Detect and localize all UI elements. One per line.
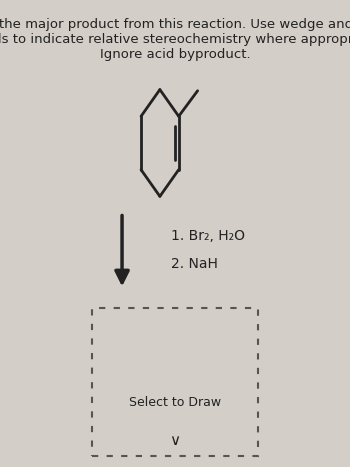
FancyBboxPatch shape (92, 308, 258, 456)
Text: Draw the major product from this reaction. Use wedge and dash
bonds to indicate : Draw the major product from this reactio… (0, 18, 350, 61)
Text: Select to Draw: Select to Draw (129, 396, 221, 410)
Text: ∨: ∨ (169, 432, 181, 447)
Text: 2. NaH: 2. NaH (171, 257, 218, 271)
Text: 1. Br₂, H₂O: 1. Br₂, H₂O (171, 229, 245, 243)
